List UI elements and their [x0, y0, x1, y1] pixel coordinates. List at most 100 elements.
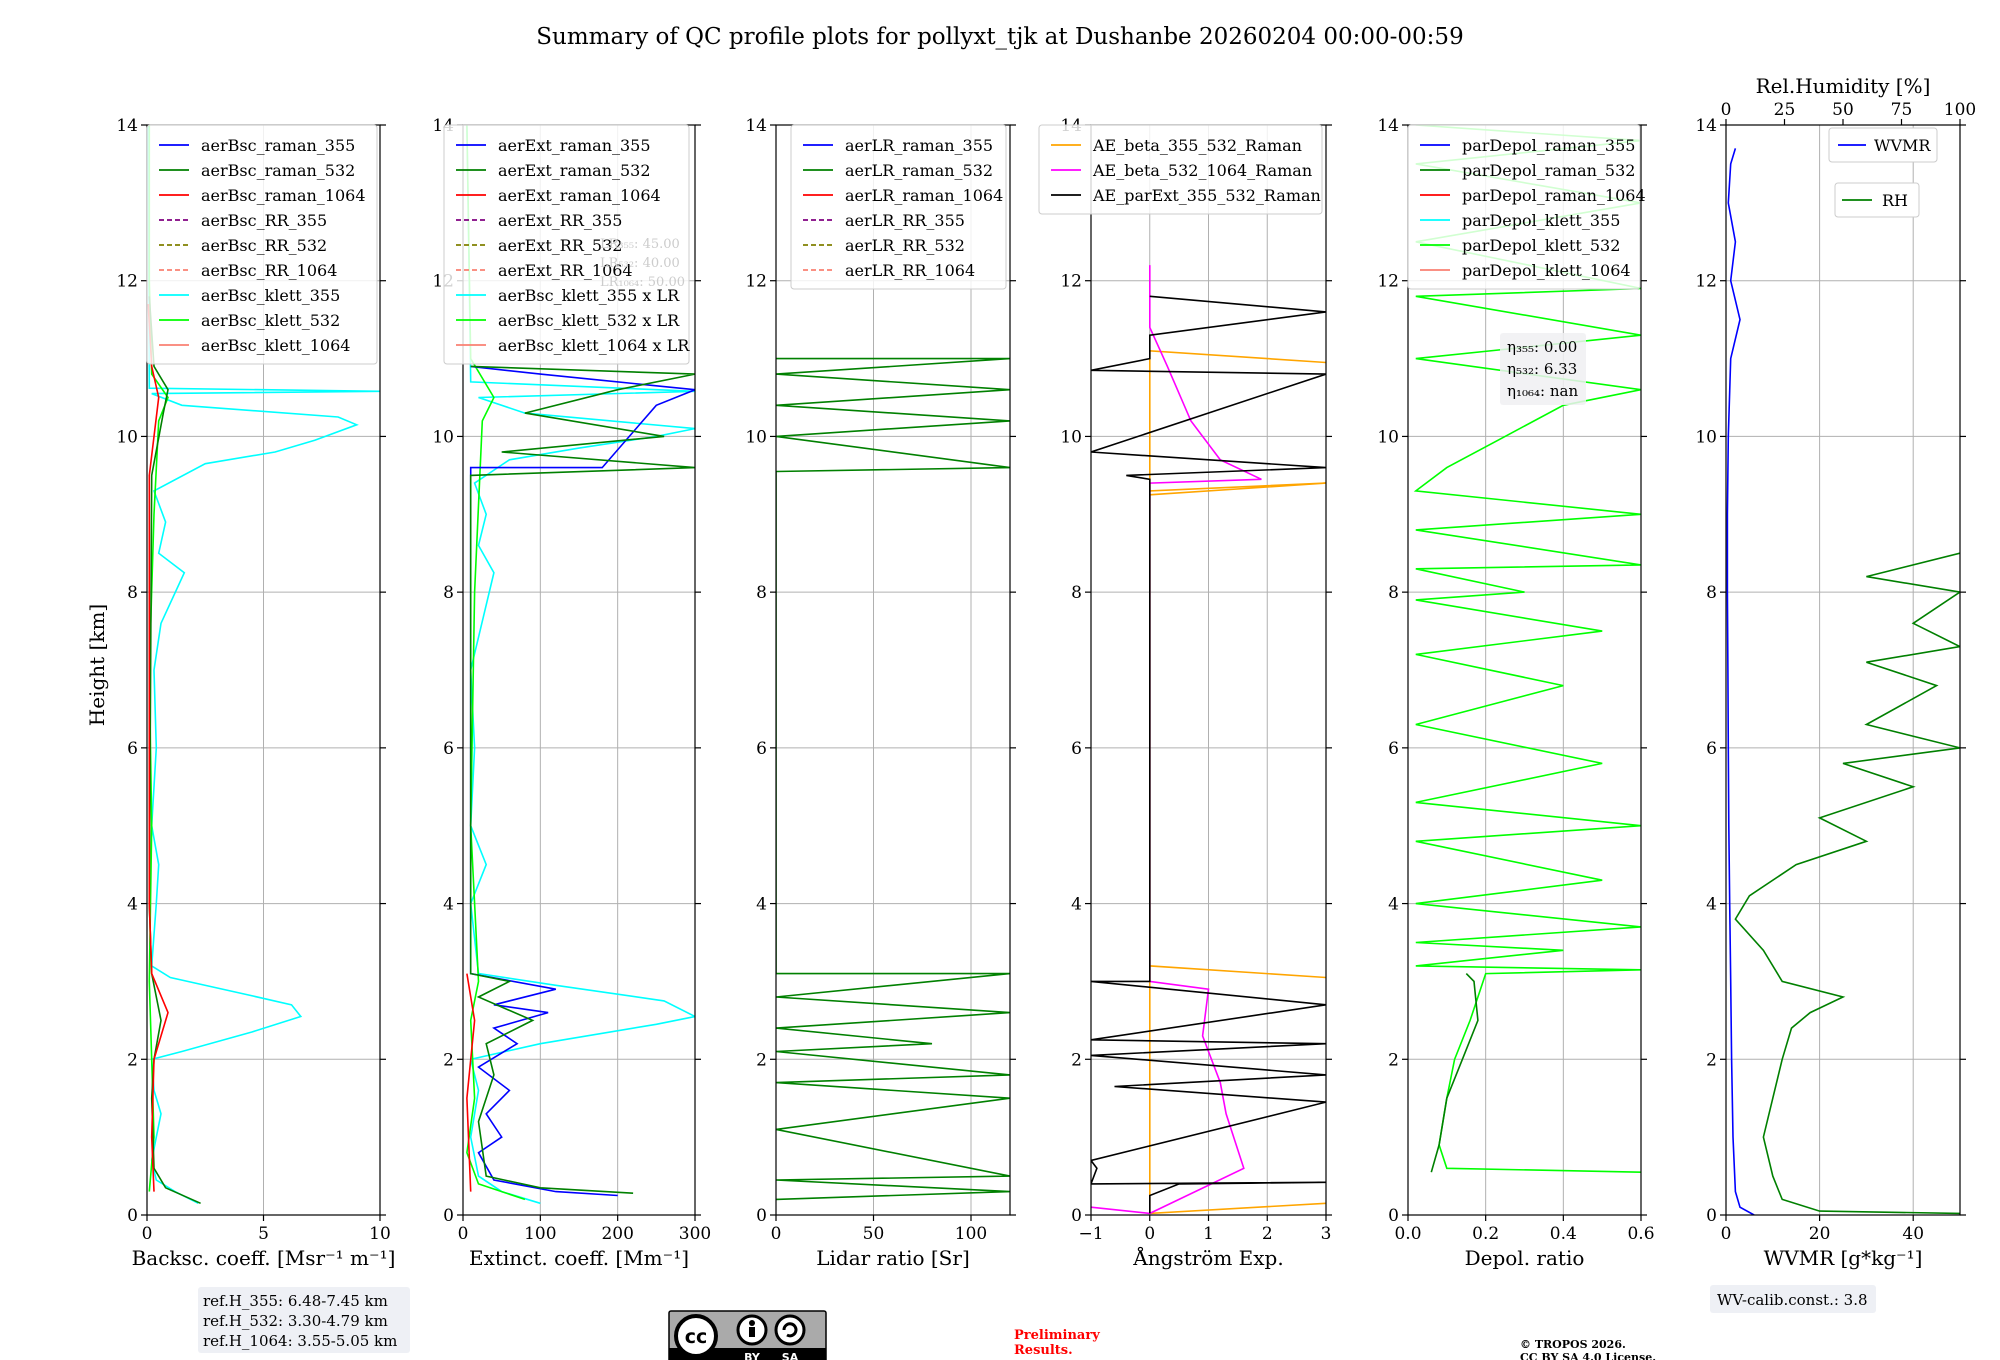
- legend-label: aerBsc_RR_532: [201, 236, 327, 255]
- figure-title: Summary of QC profile plots for pollyxt_…: [536, 24, 1463, 50]
- legend-label: aerLR_raman_532: [845, 161, 993, 180]
- cc-by-label: BY: [744, 1351, 761, 1360]
- y-tick-label: 12: [116, 272, 138, 292]
- series-group: [466, 125, 695, 1205]
- y-tick-label: 4: [443, 895, 454, 915]
- y-tick-label: 2: [756, 1050, 767, 1070]
- y-tick-label: 8: [127, 583, 138, 603]
- x-axis-label-ae: Ångström Exp.: [1132, 1245, 1283, 1270]
- preliminary-label: Preliminary: [1014, 1328, 1100, 1343]
- ref-height-label: ref.H_532: 3.30-4.79 km: [203, 1312, 388, 1330]
- y-tick-label: 10: [1377, 427, 1399, 447]
- cc-icon: [674, 1314, 718, 1358]
- legend-label: parDepol_klett_1064: [1462, 261, 1631, 280]
- copyright-line: © TROPOS 2026.: [1520, 1338, 1626, 1351]
- x-tick-label: 0.6: [1627, 1224, 1654, 1244]
- y-tick-label: 4: [1706, 895, 1717, 915]
- x-tick-label: 0: [771, 1224, 782, 1244]
- y-tick-label: 2: [127, 1050, 138, 1070]
- series-line-aerBsc_raman_532: [148, 296, 201, 1205]
- x-tick-label: 0.2: [1472, 1224, 1499, 1244]
- x-tick-label: 100: [524, 1224, 556, 1244]
- lr-label: LR₅₃₂: 40.00: [600, 256, 680, 271]
- y-tick-label: 10: [1060, 427, 1082, 447]
- series-line-aerLR_raman_532: [776, 357, 1010, 1201]
- legend-box: [1038, 124, 1323, 215]
- legend-label: parDepol_raman_532: [1462, 161, 1635, 180]
- eta-box: [1500, 333, 1586, 405]
- x-tick-label: 0: [1144, 1224, 1155, 1244]
- x-tick-label: 0: [458, 1224, 469, 1244]
- cc-sa-label: SA: [782, 1351, 799, 1360]
- x-tick-label: 5: [258, 1224, 269, 1244]
- y-tick-label: 12: [1695, 272, 1717, 292]
- ref-height-label: ref.H_355: 6.48-7.45 km: [203, 1292, 388, 1310]
- legend-label: aerBsc_klett_1064 x LR: [498, 336, 690, 355]
- y-tick-label: 8: [1388, 583, 1399, 603]
- series-group: [1091, 265, 1326, 1215]
- y-tick-label: 2: [1388, 1050, 1399, 1070]
- legend-ext: aerExt_raman_355 aerExt_raman_532 aerExt_r…: [443, 124, 690, 365]
- series-line-aerExt_raman_532: [469, 365, 695, 1194]
- legend-label: aerExt_raman_355: [498, 136, 651, 155]
- legend-label: aerBsc_RR_355: [201, 211, 327, 230]
- legend-ae: AE_beta_355_532_Raman AE_beta_532_1064_Ra…: [1038, 124, 1323, 215]
- y-tick-label: 14: [745, 116, 767, 136]
- legend-label: aerExt_raman_532: [498, 161, 651, 180]
- x-tick-label: 3: [1321, 1224, 1332, 1244]
- legend-depol: parDepol_raman_355 parDepol_raman_532 parD…: [1407, 124, 1646, 290]
- top-x-tick-label: 50: [1832, 100, 1854, 120]
- x-tick-label: 50: [863, 1224, 885, 1244]
- y-tick-label: 0: [1071, 1206, 1082, 1226]
- x-tick-label: 10: [369, 1224, 391, 1244]
- wv-calib-label: WV-calib.const.: 3.8: [1717, 1291, 1868, 1309]
- x-axis-label-bsc: Backsc. coeff. [Msr⁻¹ m⁻¹]: [132, 1246, 396, 1270]
- legend-label: aerBsc_raman_355: [201, 136, 355, 155]
- x-tick-label: 0: [1721, 1224, 1732, 1244]
- series-group: [1726, 148, 1960, 1215]
- results-label: Results.: [1014, 1343, 1073, 1358]
- y-tick-label: 0: [1706, 1206, 1717, 1226]
- lr-label: LR₃₅₅: 45.00: [600, 237, 680, 252]
- y-tick-label: 8: [1706, 583, 1717, 603]
- legend-label: aerLR_raman_355: [845, 136, 993, 155]
- wv-calib-box: [1710, 1285, 1876, 1313]
- legend-label: aerBsc_raman_532: [201, 161, 355, 180]
- legend-label: aerExt_RR_532: [498, 236, 622, 255]
- legend-bsc: aerBsc_raman_355 aerBsc_raman_532 aerBsc_r…: [146, 124, 378, 365]
- top-x-axis-label: Rel.Humidity [%]: [1756, 74, 1931, 98]
- legend-label: aerBsc_klett_355 x LR: [498, 286, 680, 305]
- y-tick-label: 10: [432, 427, 454, 447]
- series-line-aerBsc_raman_1064: [147, 304, 169, 1192]
- x-tick-label: 0: [142, 1224, 153, 1244]
- x-tick-label: 0.4: [1550, 1224, 1577, 1244]
- y-tick-label: 6: [1388, 739, 1399, 759]
- y-tick-label: 10: [1695, 427, 1717, 447]
- top-x-tick-label: 100: [1944, 100, 1976, 120]
- series-line-AE_parExt_355_532_Raman: [1091, 295, 1326, 1214]
- x-axis-label-lr: Lidar ratio [Sr]: [816, 1246, 970, 1270]
- legend-label: aerBsc_klett_1064: [201, 336, 350, 355]
- eta-label: η₃₅₅: 0.00: [1507, 338, 1577, 356]
- y-tick-label: 0: [443, 1206, 454, 1226]
- legend-box: [146, 124, 378, 365]
- series-line-RH: [1734, 552, 1960, 1215]
- lr-label: LR₁₀₆₄: 50.00: [600, 275, 685, 290]
- y-axis-label: Height [km]: [85, 604, 109, 726]
- legend-label: AE_beta_532_1064_Raman: [1092, 161, 1312, 180]
- x-tick-label: 0.0: [1394, 1224, 1421, 1244]
- top-x-tick-label: 0: [1721, 100, 1732, 120]
- legend-box: [790, 124, 1007, 290]
- series-line-aerExt_raman_1064: [466, 973, 476, 1192]
- legend-label: AE_beta_355_532_Raman: [1092, 136, 1302, 155]
- x-tick-label: 40: [1902, 1224, 1924, 1244]
- y-tick-label: 4: [756, 895, 767, 915]
- legend-label: aerBsc_klett_532: [201, 311, 340, 330]
- y-tick-label: 0: [127, 1206, 138, 1226]
- y-tick-label: 8: [443, 583, 454, 603]
